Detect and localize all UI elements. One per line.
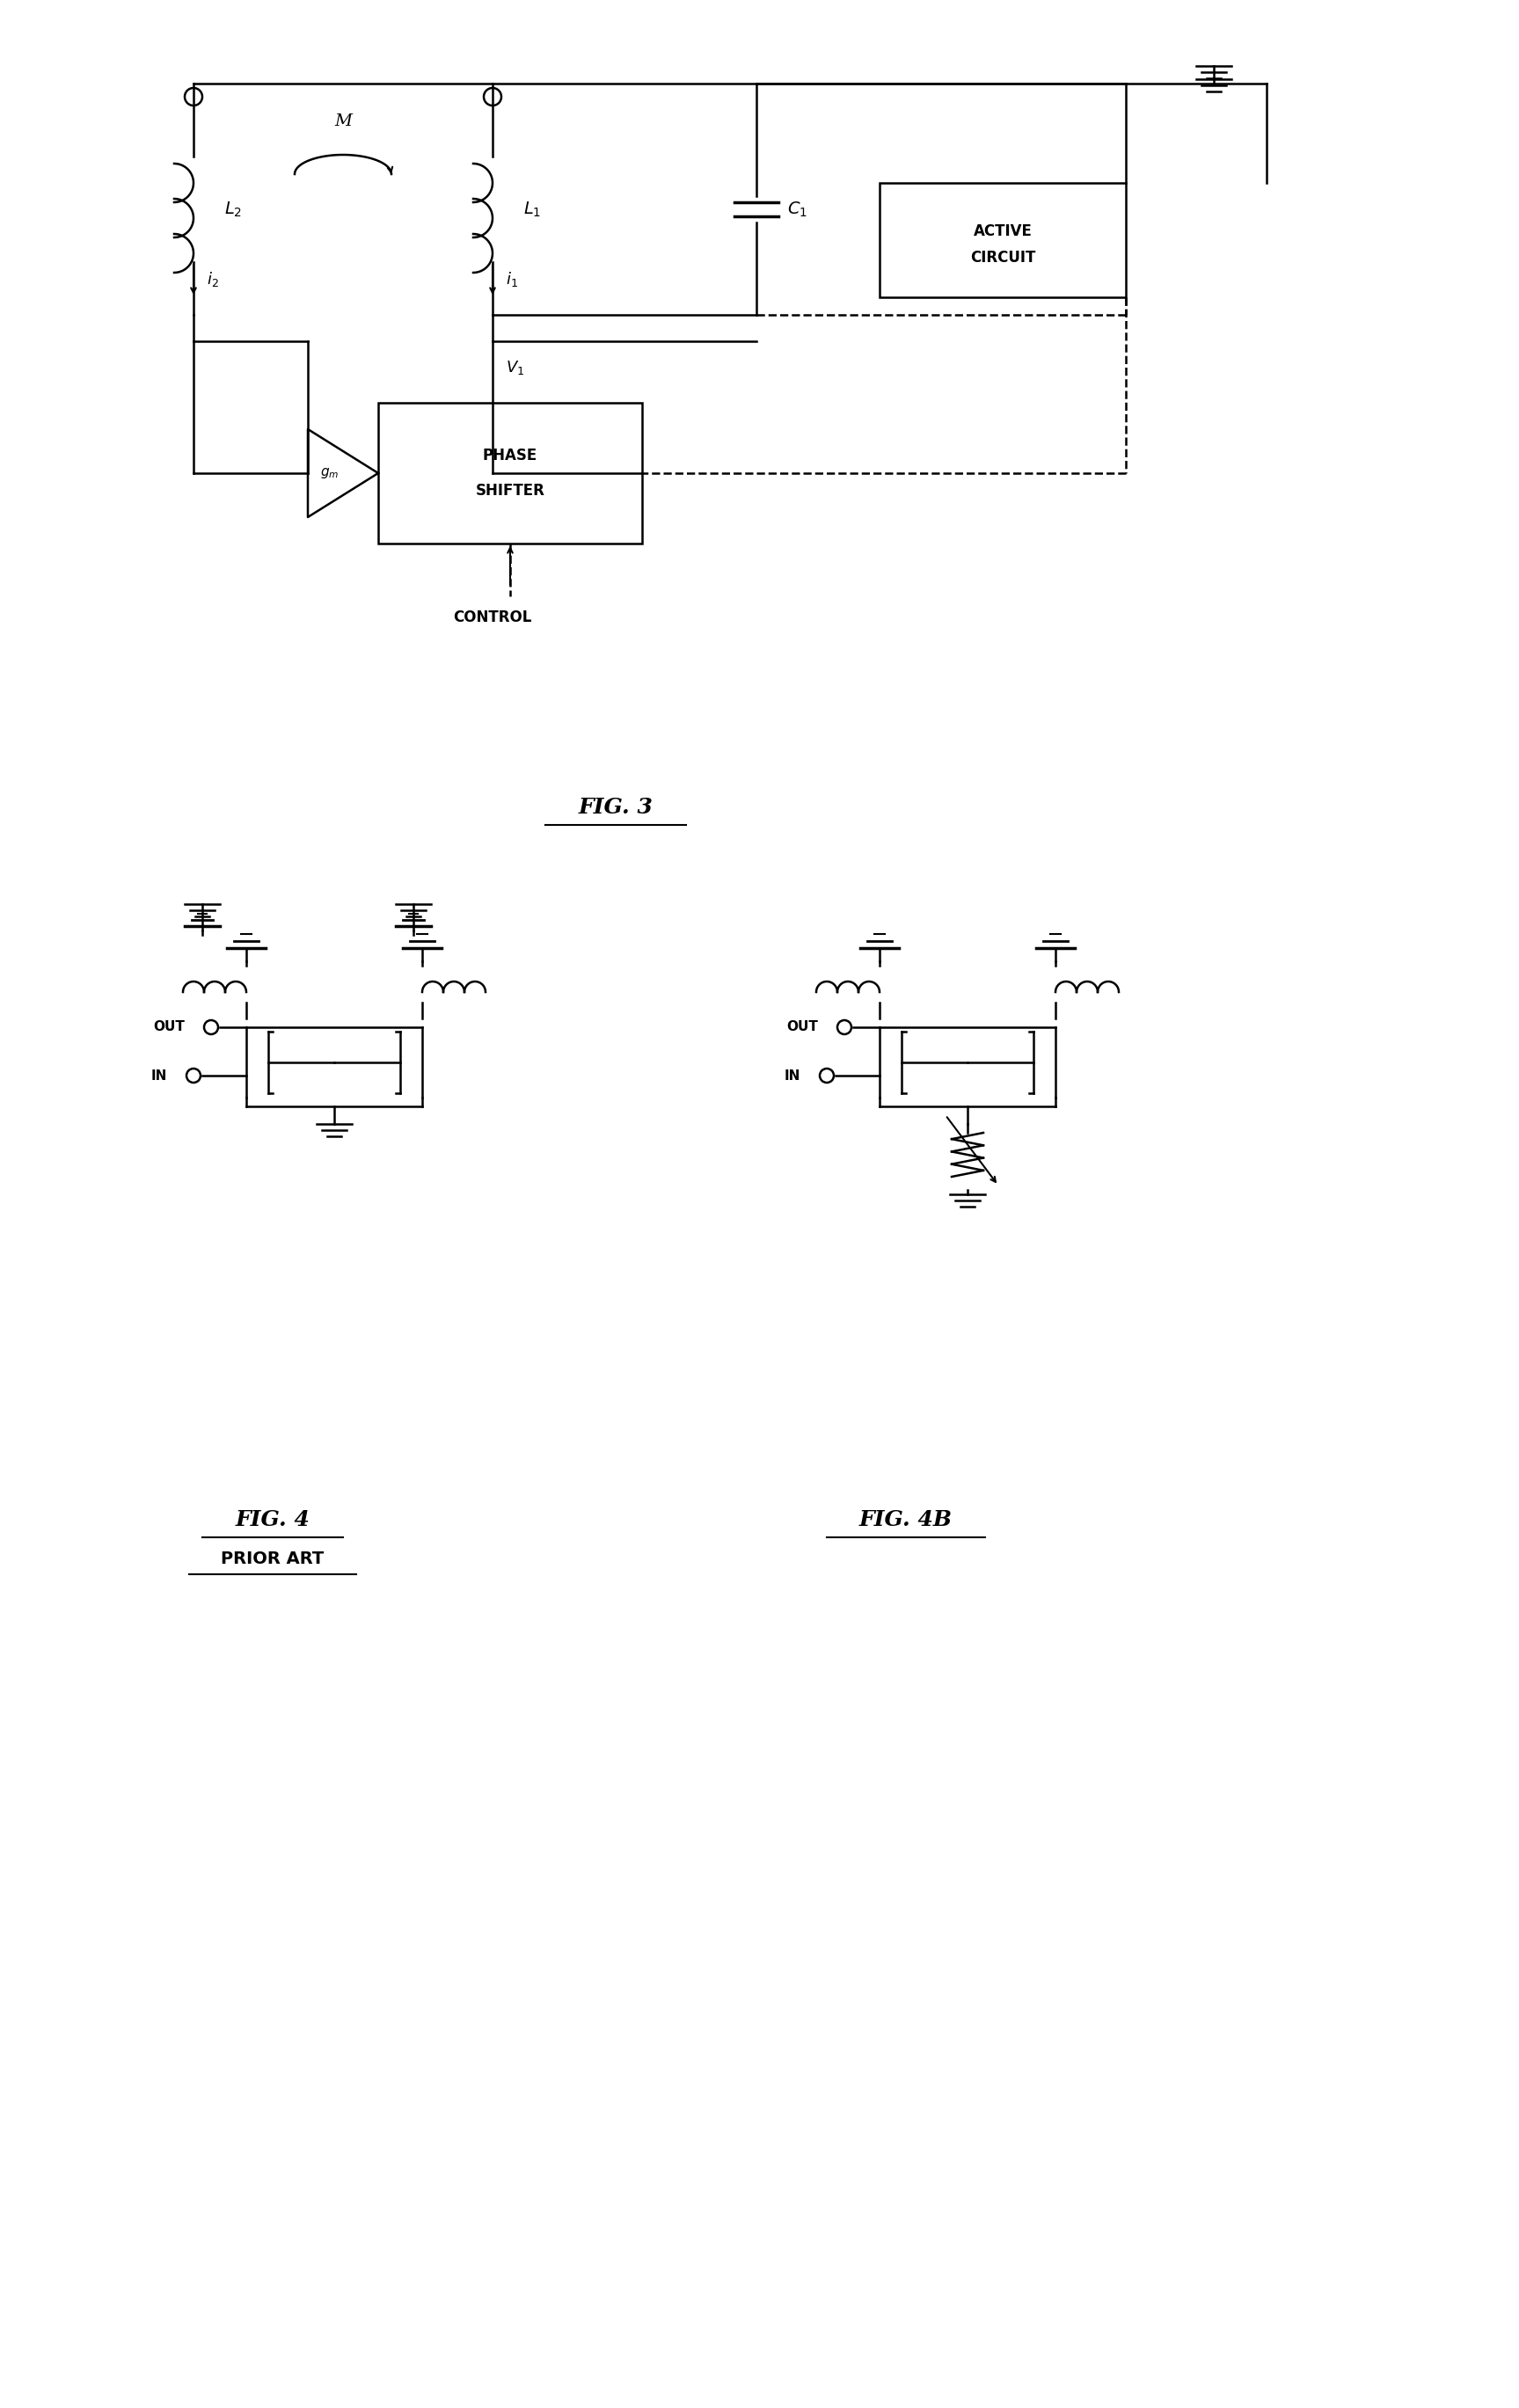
Text: $i_2$: $i_2$ xyxy=(207,270,219,289)
Text: $i_1$: $i_1$ xyxy=(506,270,518,289)
Text: OUT: OUT xyxy=(153,1021,185,1033)
Text: $C_1$: $C_1$ xyxy=(787,200,808,219)
Text: ACTIVE: ACTIVE xyxy=(974,224,1031,238)
Text: CIRCUIT: CIRCUIT xyxy=(971,250,1036,265)
Text: PRIOR ART: PRIOR ART xyxy=(222,1551,324,1568)
Text: M: M xyxy=(334,113,352,130)
Text: IN: IN xyxy=(784,1069,801,1081)
Text: FIG. 4B: FIG. 4B xyxy=(860,1510,952,1531)
Bar xyxy=(378,402,643,544)
Text: $L_1$: $L_1$ xyxy=(524,200,541,219)
Text: PHASE: PHASE xyxy=(483,448,538,462)
Text: SHIFTER: SHIFTER xyxy=(475,484,545,498)
Text: CONTROL: CONTROL xyxy=(453,609,532,626)
Text: FIG. 4: FIG. 4 xyxy=(235,1510,310,1531)
Text: $g_m$: $g_m$ xyxy=(321,467,339,479)
Bar xyxy=(880,183,1126,296)
Text: OUT: OUT xyxy=(787,1021,819,1033)
Text: FIG. 3: FIG. 3 xyxy=(579,797,653,819)
Text: $V_1$: $V_1$ xyxy=(506,359,524,376)
Text: $L_2$: $L_2$ xyxy=(225,200,242,219)
Text: IN: IN xyxy=(150,1069,167,1081)
